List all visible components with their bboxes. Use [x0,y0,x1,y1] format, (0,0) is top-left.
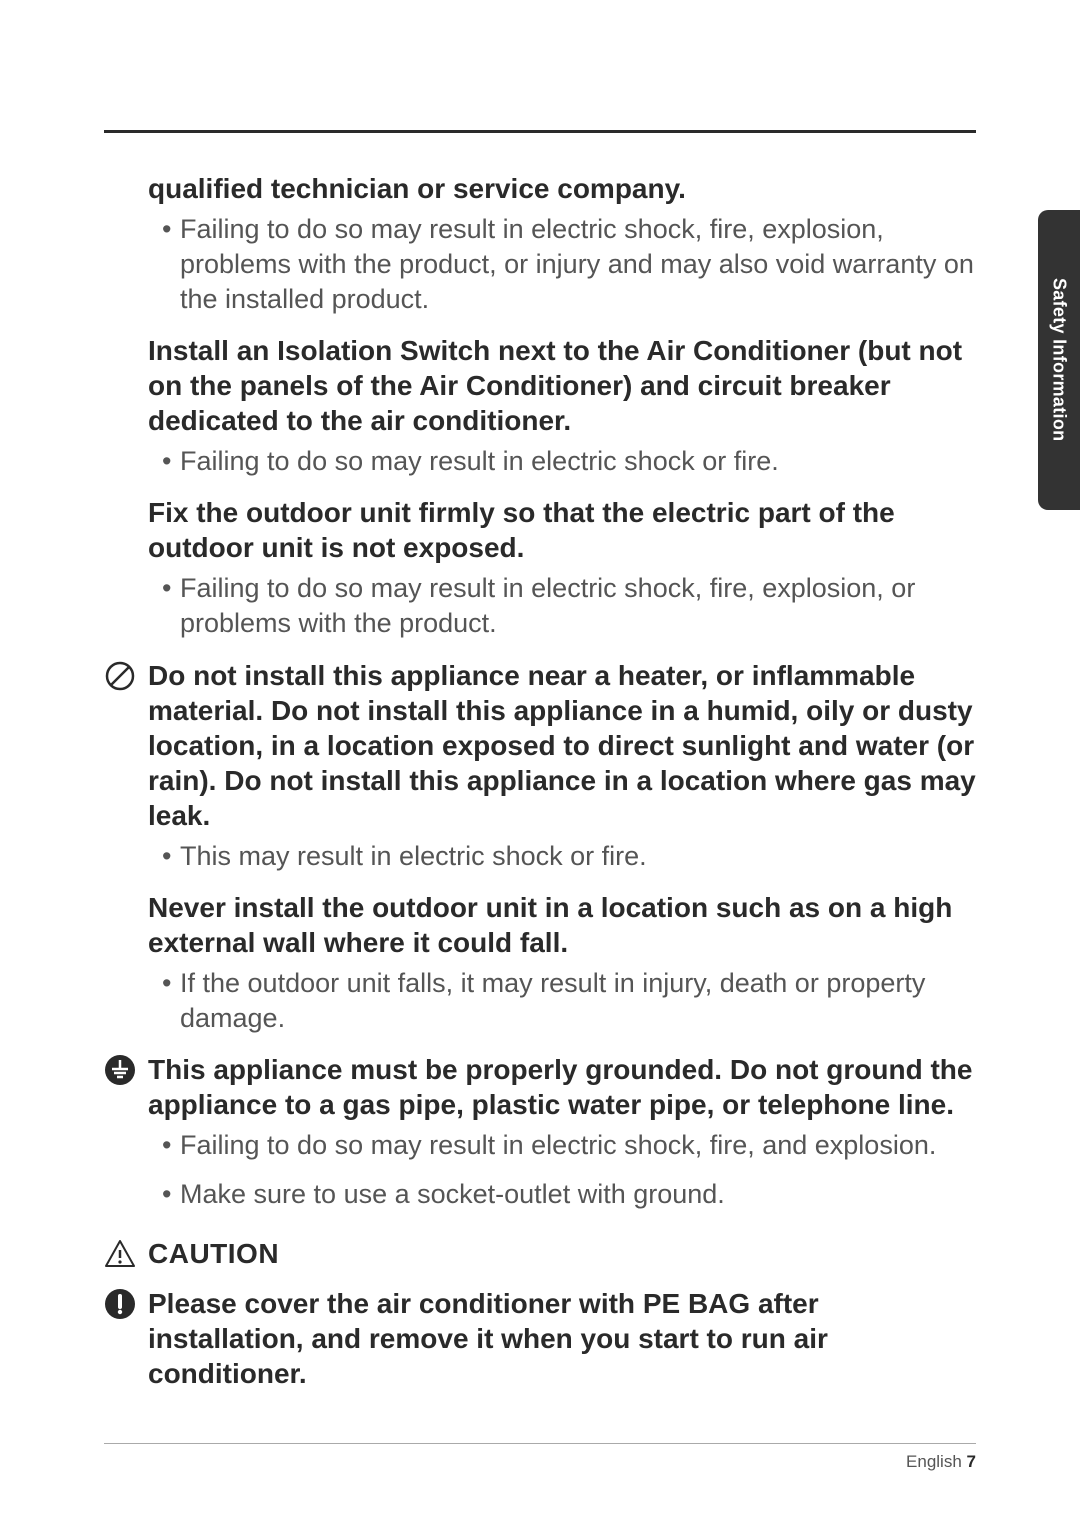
content-area: qualified technician or service company.… [104,171,976,1391]
section-2: Fix the outdoor unit firmly so that the … [148,495,976,641]
caution-section: Please cover the air conditioner with PE… [148,1286,976,1391]
heading: Do not install this appliance near a hea… [148,658,976,833]
bullet: • If the outdoor unit falls, it may resu… [162,966,976,1036]
bullet: • This may result in electric shock or f… [162,839,976,874]
warning-triangle-icon [104,1238,136,1270]
heading: Fix the outdoor unit firmly so that the … [148,495,976,565]
heading: Please cover the air conditioner with PE… [148,1286,976,1391]
bullet-dot: • [162,1128,180,1163]
bullet-text: Failing to do so may result in electric … [180,571,976,641]
bullet-dot: • [162,966,180,1036]
bullet: • Failing to do so may result in electri… [162,212,976,317]
bullet-text: Failing to do so may result in electric … [180,1128,936,1163]
info-icon [104,1288,136,1320]
section-1: Install an Isolation Switch next to the … [148,333,976,479]
bullet-dot: • [162,444,180,479]
bullet: • Failing to do so may result in electri… [162,444,976,479]
section-3: Do not install this appliance near a hea… [148,658,976,874]
bullet-text: If the outdoor unit falls, it may result… [180,966,976,1036]
page-body: qualified technician or service company.… [0,0,1080,1467]
caution-label: CAUTION [148,1238,279,1270]
heading: qualified technician or service company. [148,171,976,206]
ground-icon [104,1054,136,1086]
section-0: qualified technician or service company.… [148,171,976,317]
bullet-text: Failing to do so may result in electric … [180,212,976,317]
bullet-text: This may result in electric shock or fir… [180,839,647,874]
bullet: • Make sure to use a socket-outlet with … [162,1177,976,1212]
heading: This appliance must be properly grounded… [148,1052,976,1122]
prohibit-icon [104,660,136,692]
bullet-text: Make sure to use a socket-outlet with gr… [180,1177,725,1212]
bullet-text: Failing to do so may result in electric … [180,444,779,479]
section-4: Never install the outdoor unit in a loca… [148,890,976,1036]
bullet: • Failing to do so may result in electri… [162,1128,976,1163]
heading: Never install the outdoor unit in a loca… [148,890,976,960]
bullet-dot: • [162,1177,180,1212]
heading: Install an Isolation Switch next to the … [148,333,976,438]
bullet-dot: • [162,212,180,317]
top-rule [104,130,976,133]
footer-lang: English [906,1452,962,1471]
section-5: This appliance must be properly grounded… [148,1052,976,1212]
bullet: • Failing to do so may result in electri… [162,571,976,641]
page-footer: English 7 [104,1443,976,1472]
bullet-dot: • [162,839,180,874]
caution-row: CAUTION [104,1238,976,1270]
footer-page-number: 7 [967,1452,976,1471]
bullet-dot: • [162,571,180,641]
